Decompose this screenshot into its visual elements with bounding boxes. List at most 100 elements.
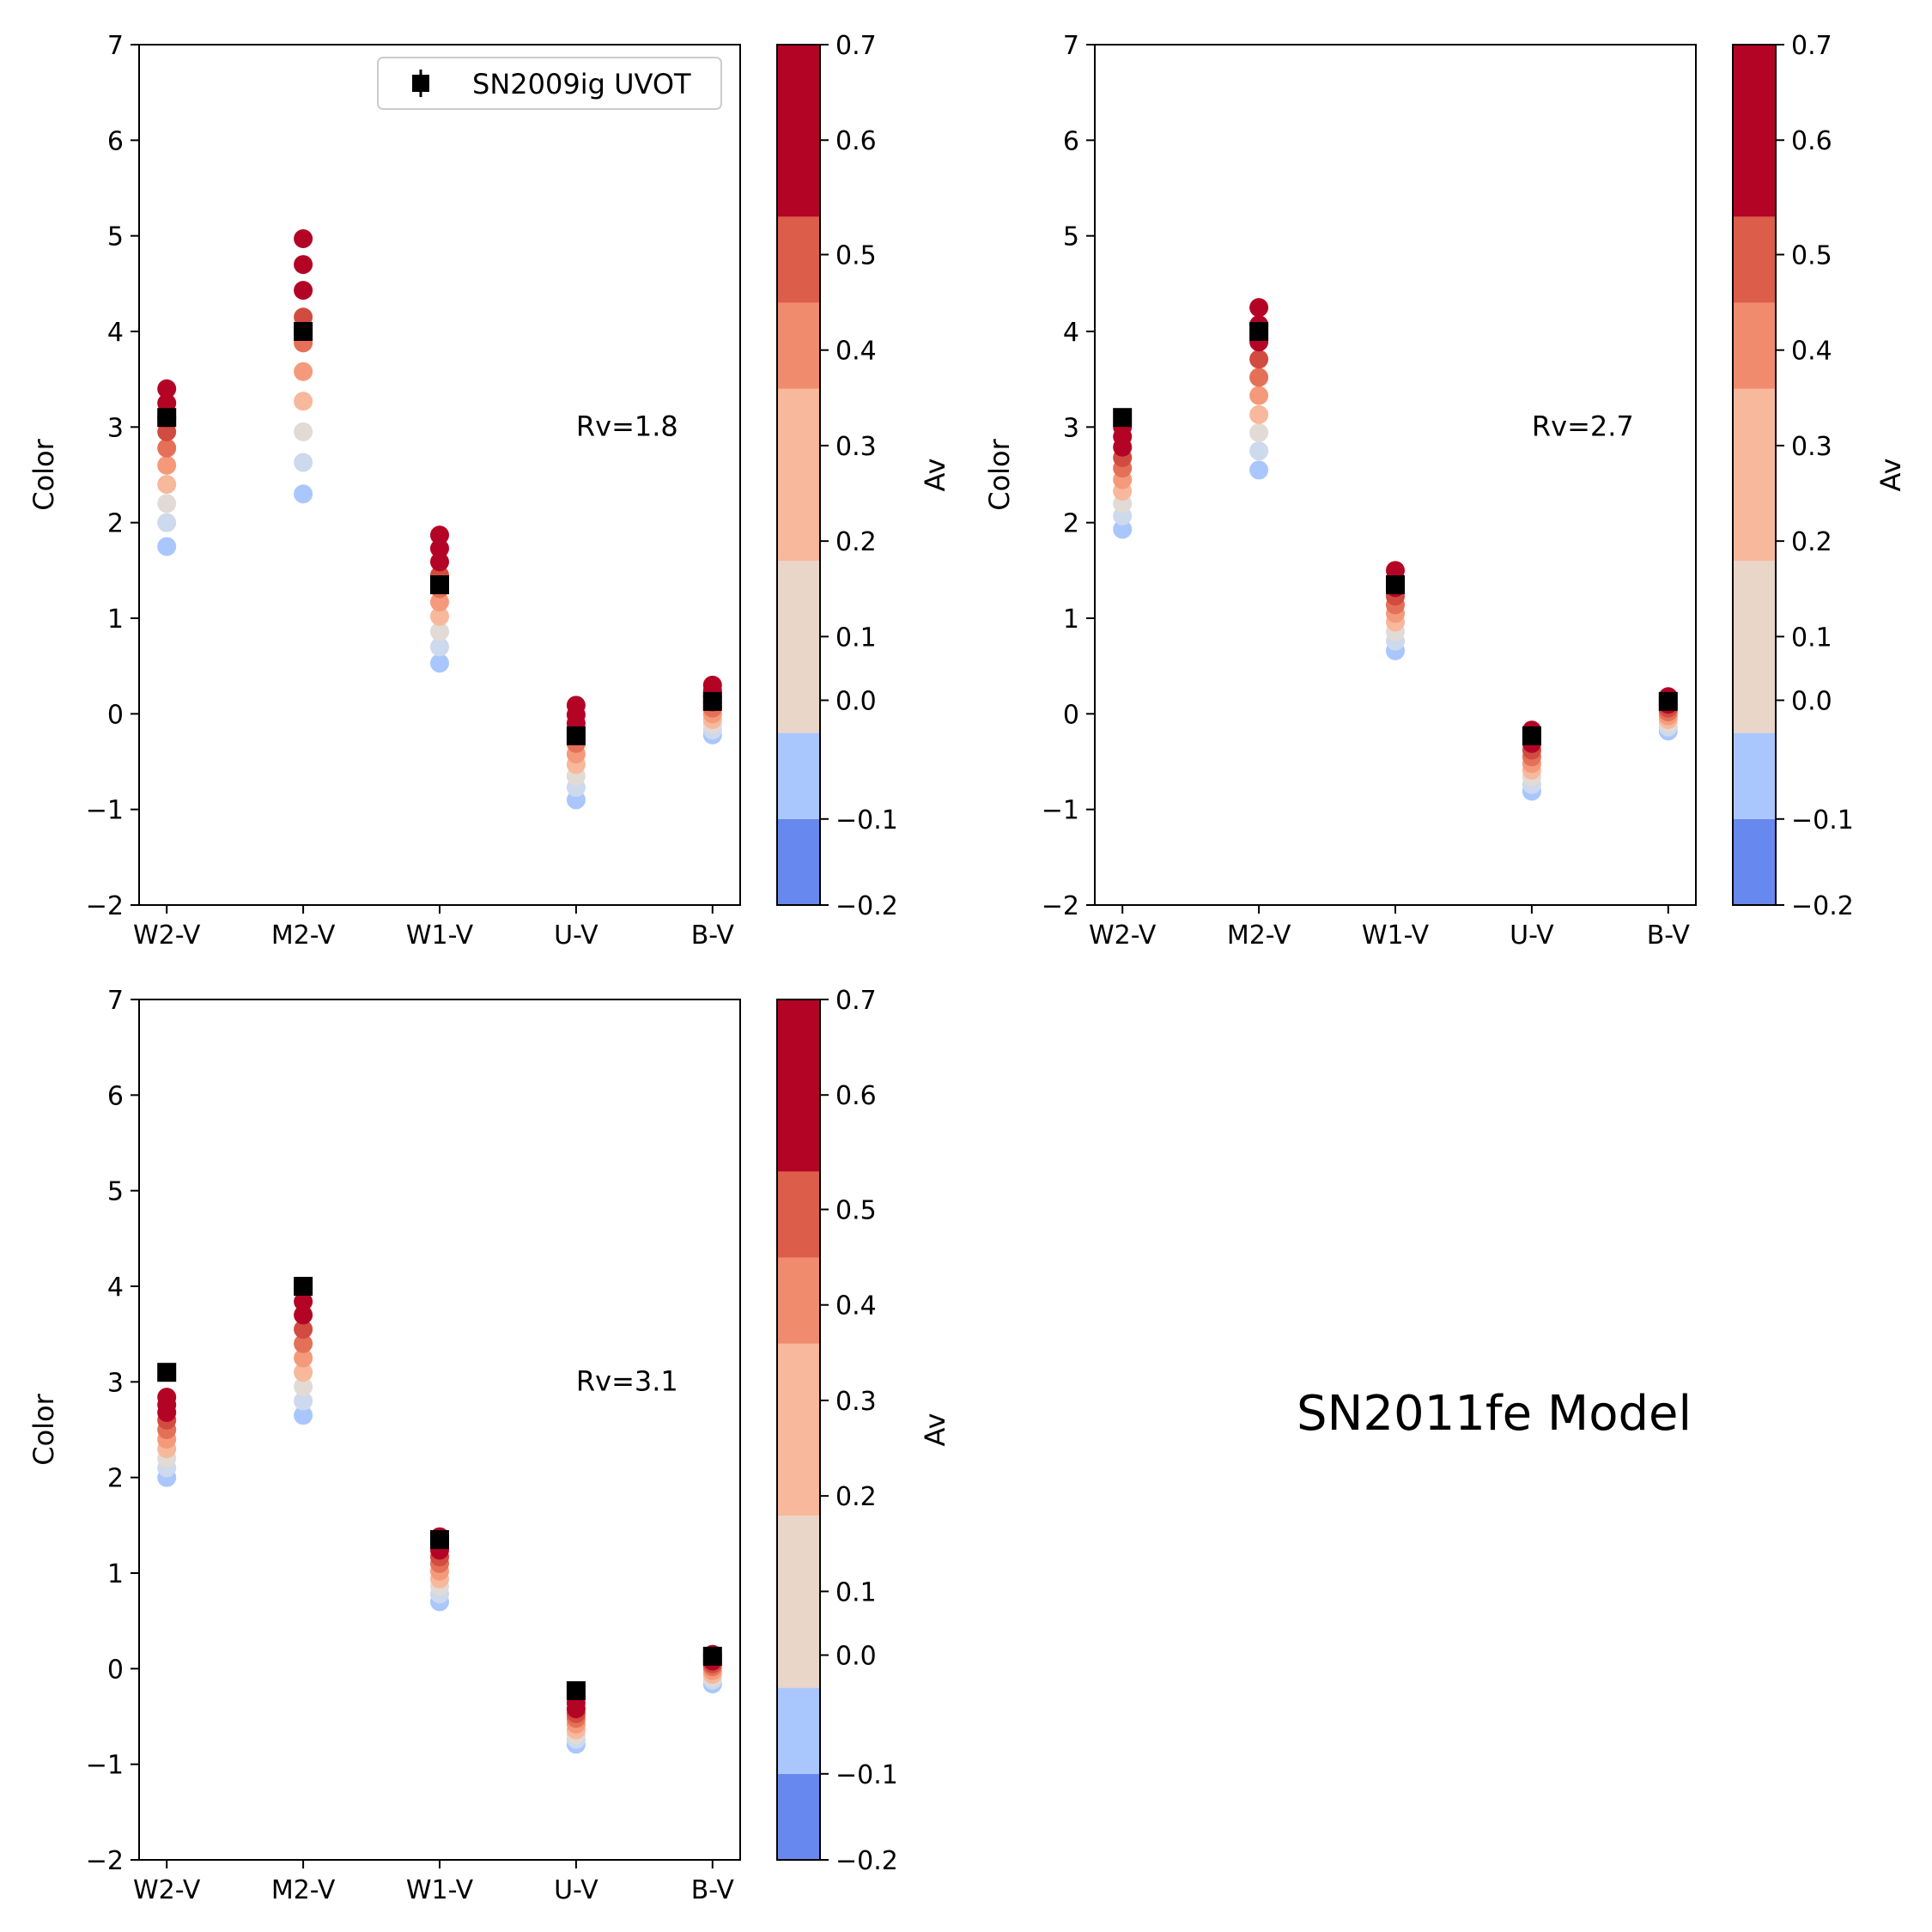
- model-point: [294, 1334, 313, 1353]
- model-point: [157, 537, 177, 556]
- y-tick-label: 2: [1063, 509, 1079, 539]
- colorbar-tick-label: −0.1: [835, 1760, 898, 1790]
- colorbar-tick-label: 0.2: [835, 527, 877, 557]
- colorbar-tick-label: 0.1: [835, 1577, 877, 1607]
- rv-annotation: Rv=2.7: [1532, 410, 1634, 442]
- y-tick-label: −1: [1042, 796, 1079, 826]
- colorbar-band: [777, 1516, 820, 1688]
- y-tick-label: 5: [1063, 222, 1079, 252]
- y-tick-label: 6: [1063, 126, 1079, 156]
- rv-annotation: Rv=1.8: [576, 410, 678, 442]
- model-point: [1113, 519, 1133, 539]
- model-point: [157, 422, 177, 441]
- y-tick-label: 4: [107, 318, 124, 348]
- model-point: [294, 1320, 313, 1340]
- colorbar-tick-label: 0.3: [835, 432, 877, 462]
- model-point: [430, 592, 449, 612]
- model-point: [430, 637, 449, 657]
- y-tick-label: 2: [107, 509, 124, 539]
- y-tick-label: 2: [107, 1464, 124, 1494]
- y-tick-label: 5: [107, 1177, 124, 1207]
- model-point: [566, 696, 586, 715]
- model-point: [294, 1391, 313, 1411]
- model-point: [1249, 460, 1269, 480]
- legend-box: [377, 57, 722, 110]
- colorbar-tick-label: 0.3: [1791, 432, 1832, 462]
- observed-marker: [157, 1363, 177, 1382]
- x-tick-label: W1-V: [1362, 920, 1430, 951]
- model-point: [1249, 368, 1269, 387]
- colorbar-band: [777, 1171, 820, 1258]
- model-point: [294, 392, 313, 411]
- colorbar-tick-label: 0.6: [835, 1081, 877, 1111]
- colorbar-tick-label: 0.7: [835, 31, 877, 61]
- colorbar-band: [777, 1257, 820, 1344]
- model-point: [294, 1291, 313, 1311]
- colorbar-band: [777, 818, 820, 905]
- colorbar: −0.2 −0.1 0.0 0.1 0.2 0.3 0.4 0.5 0.6 0.7 Av: [776, 31, 951, 921]
- colorbar-band: [777, 1343, 820, 1516]
- x-tick-label: U-V: [554, 920, 598, 951]
- x-tick-label: M2-V: [271, 920, 336, 951]
- y-tick-label: 7: [107, 31, 124, 61]
- y-tick-label: 0: [1063, 700, 1079, 730]
- observed-marker: [430, 1530, 449, 1550]
- y-tick-label: −1: [86, 796, 124, 826]
- observed-marker: [1249, 322, 1269, 341]
- colorbar: −0.2 −0.1 0.0 0.1 0.2 0.3 0.4 0.5 0.6 0.7 Av: [776, 986, 951, 1876]
- model-point: [157, 393, 177, 413]
- rv-annotation: Rv=3.1: [576, 1364, 678, 1397]
- model-point: [294, 255, 313, 275]
- model-point: [157, 1388, 177, 1407]
- colorbar-band: [777, 732, 820, 819]
- colorbar-band: [1733, 561, 1776, 733]
- model-point: [157, 513, 177, 532]
- colorbar-tick-label: 0.6: [835, 126, 877, 156]
- colorbar-tick-label: −0.2: [835, 1846, 898, 1876]
- colorbar-tick-label: 0.5: [1791, 240, 1832, 270]
- y-axis-label: Color: [27, 1393, 60, 1465]
- y-tick-label: −2: [86, 1846, 124, 1876]
- model-point: [294, 281, 313, 301]
- observed-marker: [430, 575, 449, 595]
- y-axis-label: Color: [983, 438, 1016, 510]
- colorbar-tick-label: 0.4: [1791, 337, 1832, 367]
- y-tick-label: 6: [107, 1081, 124, 1111]
- observed-marker: [1522, 726, 1541, 745]
- model-point: [430, 538, 449, 558]
- colorbar-band: [777, 216, 820, 303]
- colorbar-tick-label: −0.2: [1791, 891, 1854, 921]
- x-tick-label: W2-V: [133, 920, 201, 951]
- colorbar-band: [1733, 818, 1776, 905]
- x-tick-label: B-V: [691, 1875, 735, 1905]
- model-point: [1249, 386, 1269, 405]
- model-point: [430, 653, 449, 673]
- colorbar-frame: [776, 999, 821, 1861]
- colorbar-frame: [1732, 44, 1777, 906]
- model-point: [1249, 298, 1269, 318]
- y-tick-label: 1: [107, 605, 124, 635]
- y-tick-label: 3: [107, 1368, 124, 1398]
- observed-marker: [702, 691, 722, 711]
- y-tick-label: 7: [1063, 31, 1079, 61]
- colorbar-frame: [776, 44, 821, 906]
- model-point: [157, 455, 177, 475]
- colorbar-tick-label: 0.7: [835, 986, 877, 1016]
- subplot-3: −2 −1 0 1 2 3 4 5 6 7 W2-V M2-V W1-V U-V B-V Color Rv=3.…: [27, 986, 951, 1905]
- x-tick-label: W1-V: [406, 920, 474, 951]
- colorbar-tick-label: −0.1: [1791, 805, 1854, 835]
- colorbar: −0.2 −0.1 0.0 0.1 0.2 0.3 0.4 0.5 0.6 0.7 Av: [1732, 31, 1907, 921]
- colorbar-tick-label: 0.2: [835, 1482, 877, 1512]
- model-point: [157, 475, 177, 495]
- x-tick-label: M2-V: [1227, 920, 1291, 951]
- legend-marker: [412, 75, 429, 92]
- plot-area: [1094, 44, 1697, 906]
- x-tick-label: W2-V: [133, 1875, 201, 1905]
- y-tick-label: −2: [1042, 891, 1079, 921]
- model-point: [294, 307, 313, 327]
- model-point: [294, 453, 313, 472]
- colorbar-band: [1733, 45, 1776, 217]
- y-tick-label: 3: [1063, 413, 1079, 443]
- colorbar-tick-label: 0.5: [835, 1195, 877, 1225]
